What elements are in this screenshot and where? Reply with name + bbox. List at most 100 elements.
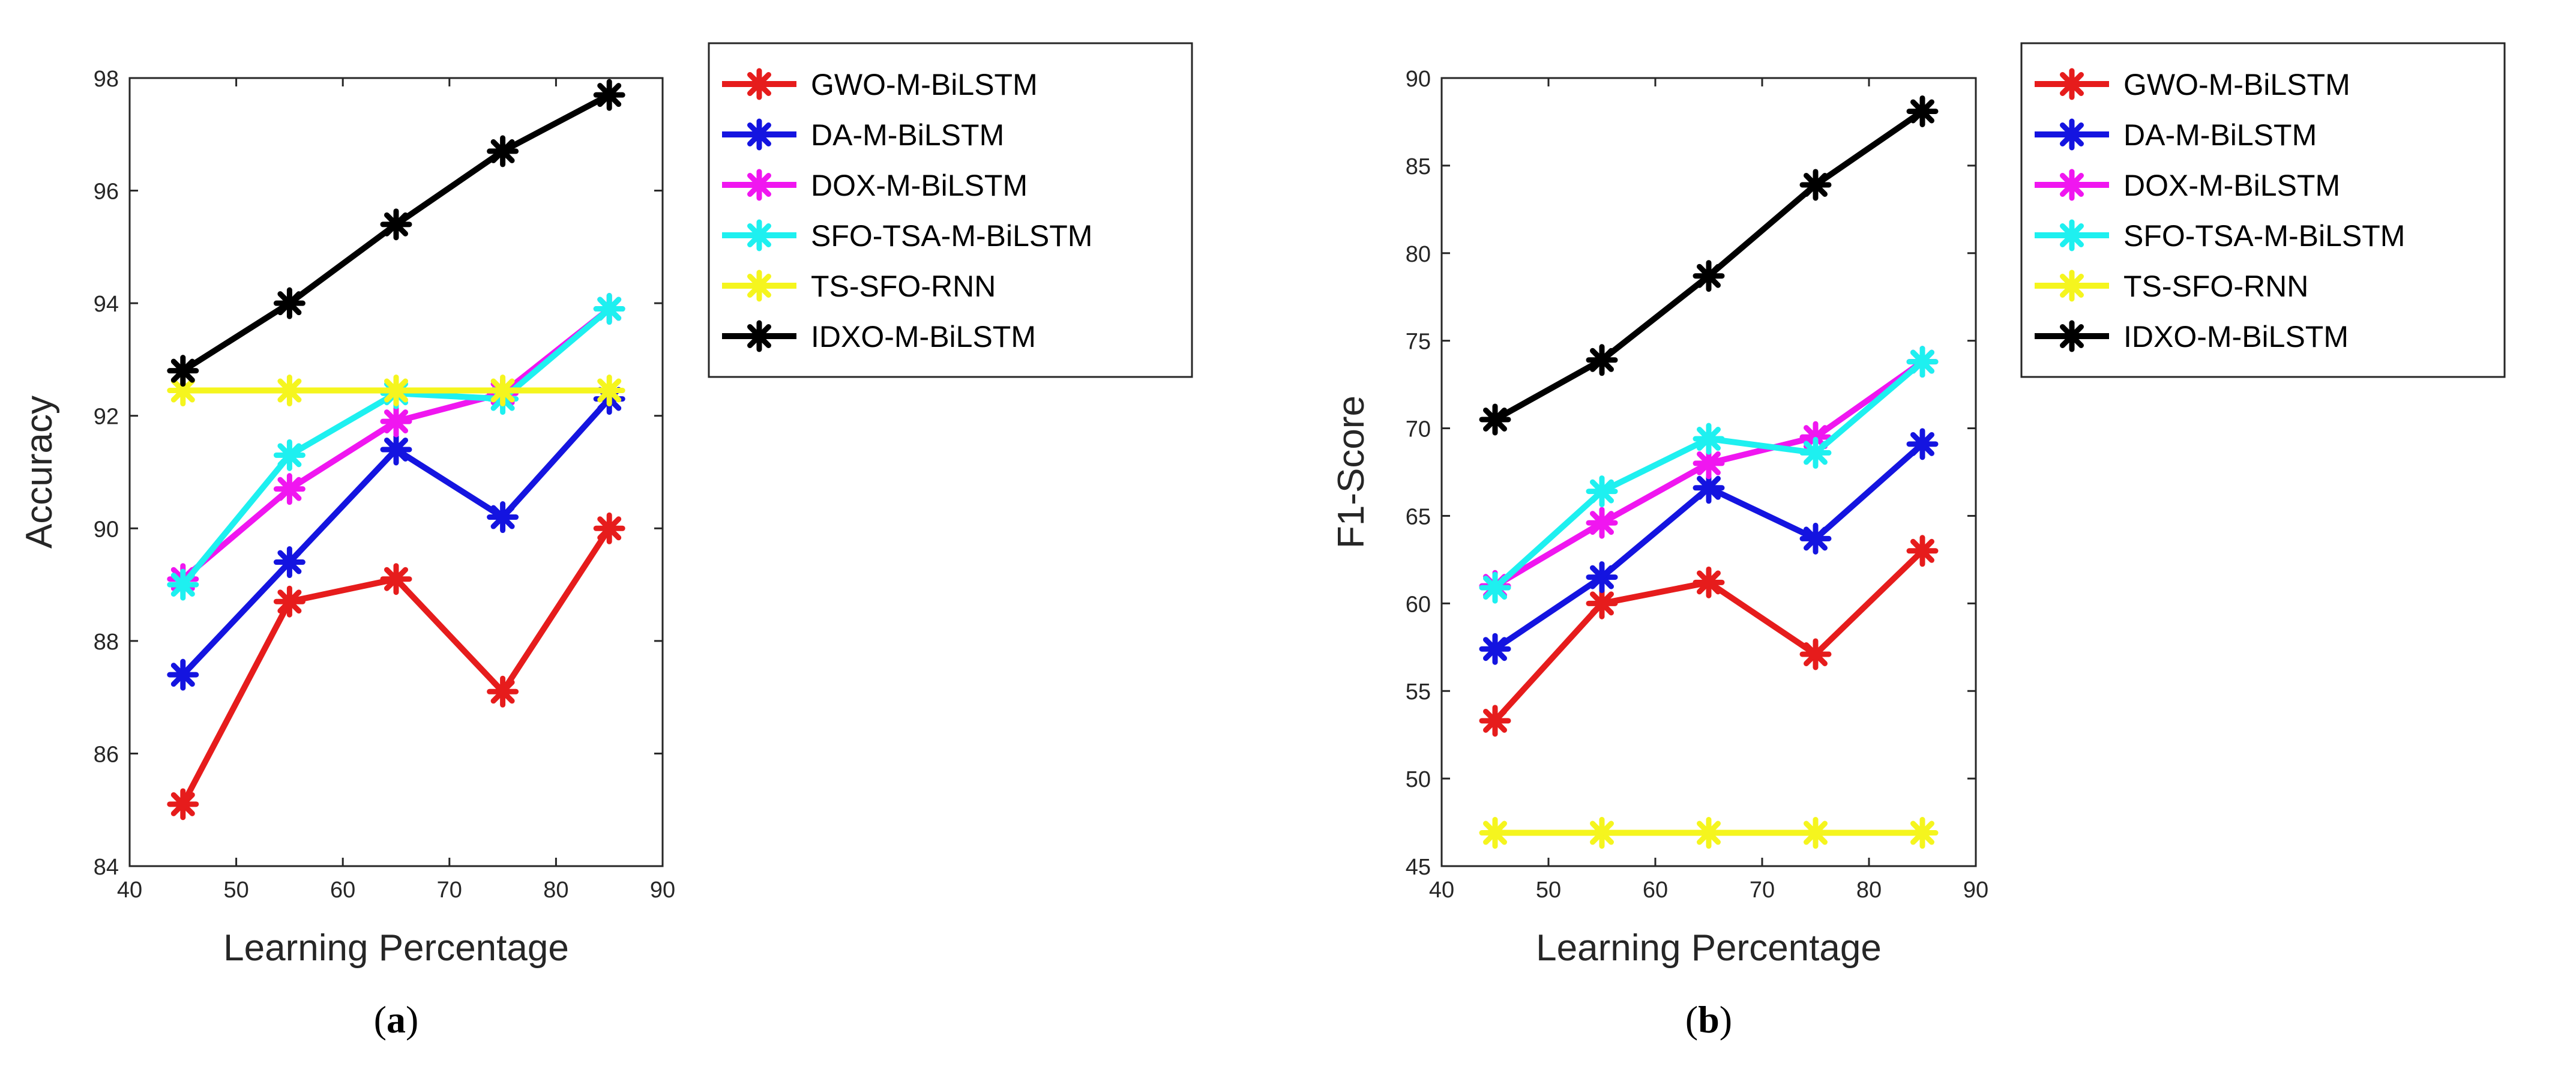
data-point: [1799, 817, 1832, 849]
data-point: [273, 585, 305, 618]
legend-box: [708, 42, 1193, 378]
series-gwo-m-bilstm: [1479, 535, 1939, 737]
y-tick-label: 85: [1406, 154, 1431, 179]
data-point: [273, 473, 305, 505]
legend-marker: [743, 68, 775, 100]
data-point: [273, 439, 305, 471]
data-point: [487, 501, 519, 534]
data-point: [1906, 817, 1939, 849]
legend-marker: [743, 269, 775, 302]
data-point: [380, 563, 412, 595]
data-point: [1693, 566, 1725, 598]
data-point: [1906, 346, 1939, 378]
legend-marker: [2056, 68, 2088, 100]
data-point: [1586, 817, 1618, 849]
x-tick-label: 80: [543, 878, 568, 903]
y-tick-label: 90: [94, 517, 119, 542]
y-tick-label: 96: [94, 179, 119, 205]
y-tick-label: 70: [1406, 417, 1431, 442]
data-point: [273, 546, 305, 579]
legend-entry: DA-M-BiLSTM: [2035, 118, 2317, 152]
data-point: [273, 375, 305, 407]
data-point: [1906, 535, 1939, 567]
data-point: [167, 658, 199, 691]
x-tick-label: 40: [117, 878, 142, 903]
x-tick-label: 90: [1963, 878, 1988, 903]
data-point: [487, 135, 519, 167]
legend: GWO-M-BiLSTM DA-M-BiLSTM DOX-M-BiLSTM SFO-T…: [2020, 42, 2506, 378]
data-point: [1906, 95, 1939, 127]
x-tick-label: 70: [1750, 878, 1775, 903]
legend-entry: DOX-M-BiLSTM: [722, 169, 1028, 202]
y-tick-label: 88: [94, 630, 119, 655]
y-tick-label: 75: [1406, 330, 1431, 355]
data-point: [1586, 475, 1618, 508]
x-axis-label: Learning Percentage: [1536, 927, 1882, 969]
data-point: [487, 375, 519, 407]
x-tick-label: 50: [223, 878, 248, 903]
data-point: [380, 375, 412, 407]
data-point: [1586, 507, 1618, 539]
x-tick-label: 90: [650, 878, 675, 903]
caption-close: ): [1720, 998, 1732, 1041]
legend-label: GWO-M-BiLSTM: [811, 68, 1038, 101]
legend-entry: DOX-M-BiLSTM: [2035, 169, 2340, 202]
x-tick-label: 50: [1536, 878, 1561, 903]
legend-entry: GWO-M-BiLSTM: [2035, 68, 2350, 101]
data-point: [1586, 587, 1618, 619]
data-point: [1586, 561, 1618, 594]
y-tick-label: 94: [94, 292, 119, 317]
y-tick-label: 50: [1406, 767, 1431, 792]
data-point: [1799, 522, 1832, 555]
series-ts-sfo-rnn: [1479, 817, 1939, 849]
data-point: [1479, 817, 1511, 849]
data-point: [1693, 260, 1725, 292]
legend: GWO-M-BiLSTM DA-M-BiLSTM DOX-M-BiLSTM SFO-T…: [708, 42, 1193, 378]
data-point: [1479, 705, 1511, 737]
data-point: [380, 433, 412, 466]
y-tick-label: 60: [1406, 592, 1431, 617]
legend-marker: [743, 219, 775, 251]
y-axis-label: F1-Score: [1331, 396, 1372, 549]
y-tick-label: 86: [94, 742, 119, 767]
x-axis-label: Learning Percentage: [223, 927, 569, 969]
data-point: [593, 293, 625, 325]
y-tick-label: 45: [1406, 855, 1431, 880]
legend-entry: DA-M-BiLSTM: [722, 118, 1004, 152]
y-tick-label: 98: [94, 67, 119, 92]
data-point: [167, 375, 199, 407]
series-sfo-tsa-m-bilstm: [1479, 346, 1939, 604]
data-point: [380, 405, 412, 438]
x-tick-label: 40: [1429, 878, 1454, 903]
data-point: [273, 287, 305, 319]
y-tick-label: 92: [94, 405, 119, 430]
legend-marker: [2056, 219, 2088, 251]
legend-label: TS-SFO-RNN: [2123, 269, 2308, 303]
series-ts-sfo-rnn: [167, 375, 625, 407]
plot-area: [1440, 77, 1977, 867]
legend-label: IDXO-M-BiLSTM: [811, 320, 1036, 354]
y-tick-label: 84: [94, 855, 119, 880]
data-point: [380, 208, 412, 241]
legend-entry: IDXO-M-BiLSTM: [722, 320, 1036, 354]
data-point: [593, 79, 625, 111]
legend-label: IDXO-M-BiLSTM: [2123, 320, 2349, 354]
legend-marker: [743, 118, 775, 151]
series-da-m-bilstm: [1479, 428, 1939, 665]
x-tick-label: 60: [330, 878, 355, 903]
data-point: [1693, 817, 1725, 849]
y-tick-label: 55: [1406, 679, 1431, 705]
x-tick-label: 70: [437, 878, 462, 903]
series-idxo-m-bilstm: [167, 79, 625, 387]
data-point: [487, 675, 519, 708]
legend-marker: [2056, 269, 2088, 302]
chart-panel-b: 40 50 60 70 80 90 45 50 55 60 65 70 75 80 85 90 Learning…: [1331, 42, 2506, 1041]
data-point: [1479, 403, 1511, 436]
legend-label: DA-M-BiLSTM: [811, 118, 1004, 152]
caption-open: (: [374, 998, 387, 1041]
data-point: [1479, 633, 1511, 665]
y-tick-label: 65: [1406, 504, 1431, 529]
y-axis-label: Accuracy: [19, 396, 60, 549]
data-point: [167, 788, 199, 821]
legend-entry: IDXO-M-BiLSTM: [2035, 320, 2349, 354]
